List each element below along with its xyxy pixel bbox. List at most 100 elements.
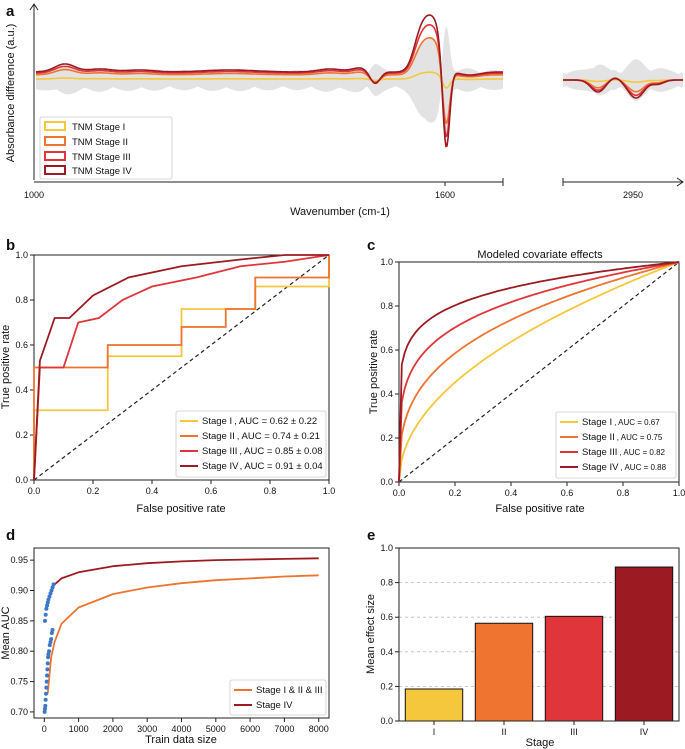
panel-e-ytick-label-5: 1.0 (380, 543, 393, 553)
panel-a-band-left (36, 26, 503, 134)
panel-b: 0.00.0 0.2 0.2 0.4 0.4 0.6 0.6 0.8 0.8 1.0 1.0 Fal… (0, 250, 335, 515)
panel-b-xtick-label-5: 1.0 (323, 486, 336, 496)
panel-b-roc-curves (33, 254, 330, 481)
panel-e-xtick-label-II: II (501, 727, 506, 737)
panel-d-ytick-label-2: 0.80 (10, 646, 28, 656)
panel-a-line-2-left (36, 36, 503, 125)
panel-d-ytick-label-3: 0.85 (10, 616, 28, 626)
panel-d-point-25 (48, 591, 53, 596)
panel-a-legend-box (39, 116, 173, 180)
panel-d-point-9 (45, 661, 50, 666)
panel-b-ytick-label-4: 0.8 (15, 295, 28, 305)
panel-e-ytick-label-2: 0.4 (380, 647, 393, 657)
panel-c-ylabel: True positive rate (368, 330, 380, 415)
panel-a-yaxis-arrow (29, 3, 39, 11)
panel-d-ticks: 0 1000 2000 3000 4000 5000 6000 7000 8000 0.70 0.7… (10, 555, 328, 734)
panel-c-diagonal (398, 261, 680, 483)
panel-c-legend-label-2: Stage II, AUC = 0.75 (582, 432, 663, 443)
panel-a-legend-swatch-2 (44, 136, 66, 146)
panel-d-point-12 (47, 649, 52, 654)
panel-a-ylabel: Absorbance difference (a.u.) (5, 24, 17, 163)
panel-d-xtick-label-8: 8000 (309, 724, 329, 734)
panel-d-learning-curves (46, 557, 319, 694)
panel-e-bars (404, 566, 674, 722)
panel-d-xtick-label-1: 1000 (69, 724, 89, 734)
panel-c-label: c (367, 237, 375, 254)
panel-d-point-3 (43, 697, 48, 702)
panel-e-ytick-label-1: 0.2 (380, 681, 393, 691)
panel-c-roc-4 (398, 261, 680, 483)
panel-d-ytick-label-4: 0.90 (10, 586, 28, 596)
panel-c-ytick-label-0: 0.0 (380, 477, 393, 487)
panel-b-ytick-label-0: 0.0 (15, 475, 28, 485)
panel-a-spectra (35, 14, 683, 148)
panel-d-point-13 (47, 643, 52, 648)
panel-c-title: Modeled covariate effects (477, 249, 603, 261)
panel-d: 0 1000 2000 3000 4000 5000 6000 7000 8000 0.70 0.7… (0, 547, 330, 746)
panel-a-legend-swatch-4 (44, 165, 66, 175)
panel-c-ytick-label-4: 0.8 (380, 301, 393, 311)
panel-e-grid (399, 582, 679, 687)
panel-d-point-15 (49, 637, 54, 642)
panel-a-line-4-right (563, 77, 683, 99)
panel-c-xtick-label-3: 0.6 (561, 488, 574, 498)
panel-c-ytick-label-3: 0.6 (380, 345, 393, 355)
panel-c-legend-label-3: Stage III, AUC = 0.82 (582, 447, 666, 458)
panel-e: 0.00.20.40.60.81.0I II III IV Stage Mean ef… (365, 543, 680, 749)
panel-a-line-1-left (36, 71, 503, 89)
panel-d-point-16 (49, 631, 54, 635)
panel-b-ytick-label-2: 0.4 (15, 385, 28, 395)
panel-e-ytick-label-3: 0.6 (380, 612, 393, 622)
panel-b-legend-label-4: Stage IV, AUC = 0.91 ± 0.04 (202, 461, 323, 472)
panel-d-xlabel: Train data size (145, 734, 217, 746)
panel-d-xtick-label-3: 3000 (137, 724, 157, 734)
panel-e-ytick-label-0: 0.0 (380, 716, 393, 726)
panel-d-point-6 (44, 679, 49, 684)
panel-d-point-28 (51, 582, 56, 587)
panel-d-point-14 (48, 640, 53, 645)
panel-b-label: b (6, 237, 15, 254)
panel-b-diagonal (33, 254, 330, 481)
panel-d-point-10 (46, 655, 51, 660)
panel-c: Modeled covariate effects 0.00.00.20.20.… (368, 249, 685, 515)
panel-b-ylabel: True positive rate (0, 325, 12, 410)
panel-d-curve-2 (46, 557, 319, 603)
panel-a-line-4-left (35, 14, 503, 148)
panel-b-ytick-label-5: 1.0 (15, 250, 28, 260)
panel-e-bar-III (544, 615, 604, 722)
panel-d-point-22 (45, 600, 50, 605)
panel-d-point-2 (43, 703, 48, 708)
panel-e-xlabel: Stage (526, 737, 555, 749)
panel-d-label: d (6, 527, 15, 544)
panel-c-legend: Stage I, AUC = 0.67 Stage II, AUC = 0.75… (555, 411, 677, 479)
panel-d-curve-1 (46, 574, 319, 694)
panel-d-ytick-label-0: 0.70 (10, 707, 28, 717)
panel-c-roc-curves (398, 261, 680, 483)
panel-c-roc-3 (398, 261, 680, 483)
panel-b-xtick-label-0: 0.0 (28, 486, 41, 496)
panel-a-legend: TNM Stage I TNM Stage II TNM Stage III T… (39, 116, 173, 180)
panel-b-ticks: 0.00.0 0.2 0.2 0.4 0.4 0.6 0.6 0.8 0.8 1.0 1.0 (15, 250, 335, 496)
panel-b-xtick-label-2: 0.4 (146, 486, 159, 496)
panel-c-xtick-label-0: 0.0 (393, 488, 406, 498)
panel-d-legend-box (229, 679, 327, 716)
panel-b-legend-box (175, 410, 327, 478)
panel-a-label: a (6, 3, 15, 20)
panel-e-ylabel: Mean effect size (365, 594, 377, 674)
panel-b-legend-label-3: Stage III, AUC = 0.85 ± 0.08 (202, 446, 323, 457)
panel-d-point-7 (45, 673, 50, 678)
panel-d-xtick-label-7: 7000 (274, 724, 294, 734)
panel-a-legend-label-4: TNM Stage IV (72, 166, 132, 177)
panel-b-xtick-label-1: 0.2 (87, 486, 100, 496)
panel-a-legend-label-3: TNM Stage III (72, 152, 131, 163)
panel-d-xtick-label-2: 2000 (103, 724, 123, 734)
panel-d-point-23 (46, 597, 51, 602)
panel-d-ytick-label-1: 0.75 (10, 677, 28, 687)
panel-c-ytick-label-5: 1.0 (380, 257, 393, 267)
panel-a-xlabel: Wavenumber (cm-1) (290, 206, 390, 218)
panel-c-xtick-label-5: 1.0 (673, 488, 685, 498)
panel-b-roc-4 (33, 254, 329, 481)
panel-d-point-8 (45, 667, 50, 672)
panel-b-ytick-label-3: 0.6 (15, 340, 28, 350)
